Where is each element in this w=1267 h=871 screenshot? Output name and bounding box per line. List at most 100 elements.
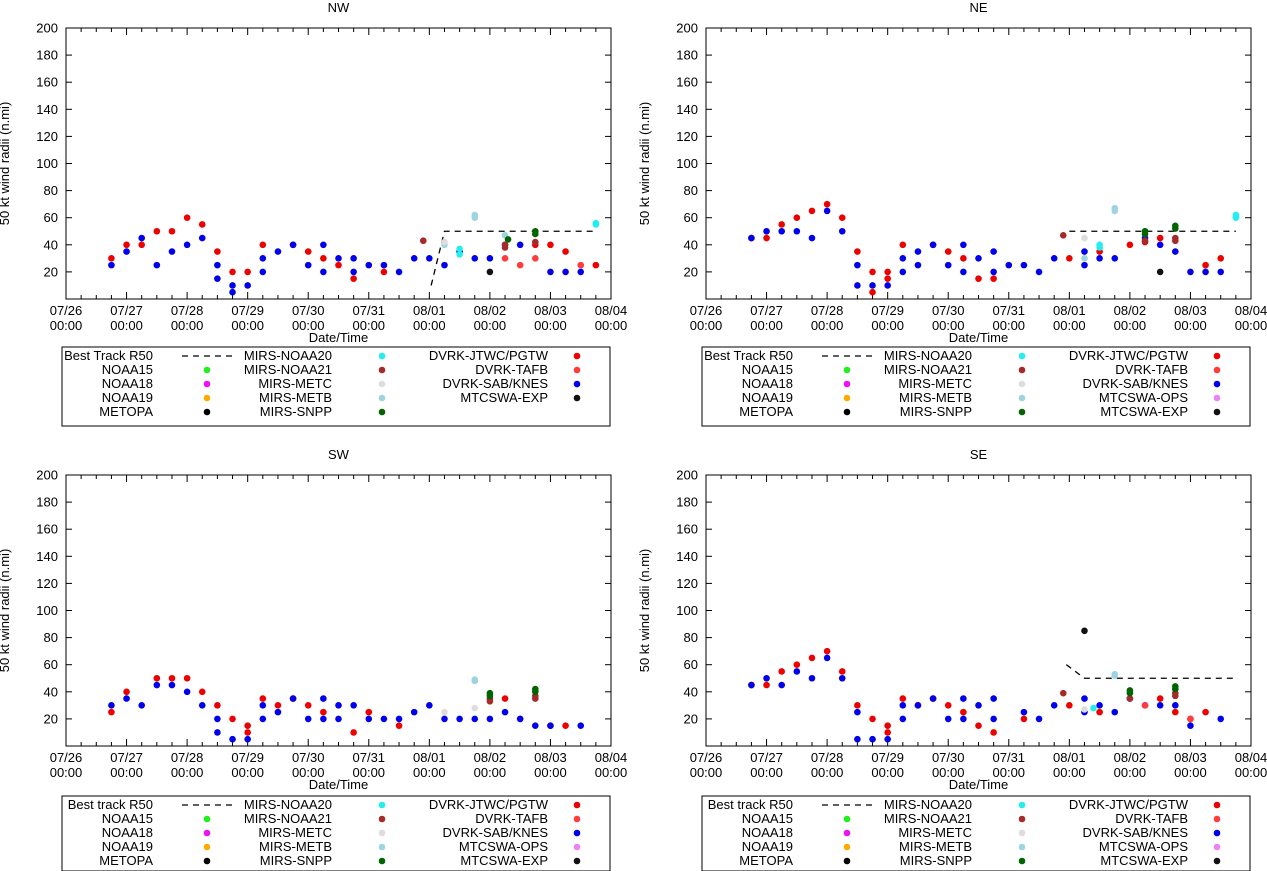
data-point — [1066, 702, 1073, 709]
x-axis-label: Date/Time — [949, 330, 1008, 345]
x-tick-date: 07/27 — [110, 303, 143, 318]
legend-label: Best Track R50 — [704, 348, 793, 363]
data-point — [183, 674, 191, 682]
x-tick-date: 07/30 — [292, 750, 325, 765]
data-point — [1202, 708, 1209, 716]
series-mirs-metc — [1081, 234, 1088, 242]
data-point — [501, 708, 509, 716]
data-point — [304, 702, 312, 709]
data-point — [1187, 268, 1194, 276]
panel-nw: NW2040608010012014016018020007/2600:0007… — [0, 0, 628, 427]
x-tick-date: 08/04 — [1235, 750, 1267, 765]
x-tick-date: 07/29 — [871, 303, 904, 318]
legend-dot-swatch — [843, 843, 851, 851]
legend-label: DVRK-JTWC/PGTW — [429, 797, 549, 812]
x-tick-date: 08/04 — [595, 303, 628, 318]
data-point — [1090, 704, 1097, 712]
y-tick-label: 160 — [36, 75, 58, 90]
panel-sw: SW2040608010012014016018020007/2600:0007… — [0, 447, 627, 871]
data-point — [990, 729, 997, 736]
data-point — [456, 715, 463, 723]
x-tick-time: 00:00 — [1174, 318, 1207, 333]
data-point — [838, 674, 846, 682]
data-point — [869, 715, 876, 723]
data-point — [244, 282, 251, 289]
legend-label: MIRS-SNPP — [260, 404, 332, 419]
data-point — [320, 695, 327, 702]
legend-dot-swatch — [1213, 815, 1221, 823]
data-point — [380, 715, 388, 723]
legend-dot-swatch — [378, 857, 386, 865]
y-tick-label: 20 — [44, 711, 58, 726]
data-point — [944, 702, 952, 709]
x-tick-time: 00:00 — [1053, 765, 1086, 780]
data-point — [259, 695, 267, 702]
legend-label: DVRK-SAB/KNES — [443, 376, 549, 391]
data-point — [229, 268, 236, 276]
y-tick-label: 20 — [684, 264, 698, 279]
series-mtcswa-exp — [486, 268, 494, 276]
data-point — [808, 207, 816, 215]
legend-dot-swatch — [1018, 843, 1026, 851]
data-point — [577, 722, 585, 729]
data-point — [1020, 261, 1028, 269]
data-point — [1217, 255, 1225, 262]
data-point — [823, 647, 831, 655]
legend-dot-swatch — [573, 366, 581, 374]
x-tick-time: 00:00 — [413, 765, 446, 780]
legend-label: MIRS-NOAA20 — [884, 348, 972, 363]
x-tick-date: 07/27 — [750, 750, 783, 765]
data-point — [1232, 211, 1240, 219]
data-point — [1156, 695, 1164, 702]
data-point — [138, 702, 145, 709]
data-point — [547, 241, 554, 249]
data-point — [990, 695, 997, 702]
y-tick-label: 200 — [36, 468, 58, 483]
data-point — [441, 238, 448, 246]
legend-dot-swatch — [203, 857, 211, 865]
data-point — [214, 702, 221, 709]
legend-box — [61, 346, 611, 427]
data-point — [1050, 702, 1058, 709]
data-point — [259, 268, 267, 276]
legend-label: METOPA — [739, 853, 793, 868]
data-point — [486, 268, 494, 276]
data-point — [899, 241, 907, 249]
data-point — [854, 735, 861, 743]
data-point — [960, 255, 967, 262]
data-point — [960, 715, 967, 723]
x-tick-date: 07/29 — [871, 750, 904, 765]
y-tick-label: 40 — [684, 237, 698, 252]
data-point — [763, 674, 770, 682]
x-tick-date: 07/26 — [690, 750, 723, 765]
data-point — [562, 268, 569, 276]
legend-dot-swatch — [573, 801, 581, 809]
legend-label: NOAA15 — [102, 362, 153, 377]
best-track-line — [1065, 664, 1236, 679]
data-point — [1081, 255, 1088, 262]
legend-box — [701, 346, 1251, 427]
legend-dot-swatch — [1213, 394, 1221, 402]
x-tick-time: 00:00 — [1053, 318, 1086, 333]
x-tick-date: 07/27 — [750, 303, 783, 318]
x-tick-date: 08/03 — [1174, 303, 1207, 318]
series-mirs-metb — [1111, 670, 1119, 679]
data-point — [960, 695, 967, 702]
legend-dot-swatch — [1018, 857, 1026, 865]
legend-label: DVRK-JTWC/PGTW — [429, 348, 549, 363]
data-point — [108, 702, 115, 709]
data-point — [410, 708, 418, 716]
x-tick-time: 00:00 — [110, 765, 143, 780]
data-point — [259, 255, 267, 262]
legend-label: DVRK-JTWC/PGTW — [1069, 348, 1189, 363]
x-tick-time: 00:00 — [993, 318, 1026, 333]
y-tick-label: 180 — [36, 495, 58, 510]
data-point — [793, 227, 801, 235]
y-tick-label: 160 — [676, 522, 698, 537]
legend-dot-swatch — [1018, 815, 1026, 823]
data-point — [501, 244, 509, 251]
series-mtcswa-exp — [1156, 268, 1164, 276]
y-axis-label: 50 kt wind radii (n.mi) — [637, 102, 652, 226]
legend-label: MIRS-METC — [898, 825, 972, 840]
data-point — [869, 288, 876, 296]
